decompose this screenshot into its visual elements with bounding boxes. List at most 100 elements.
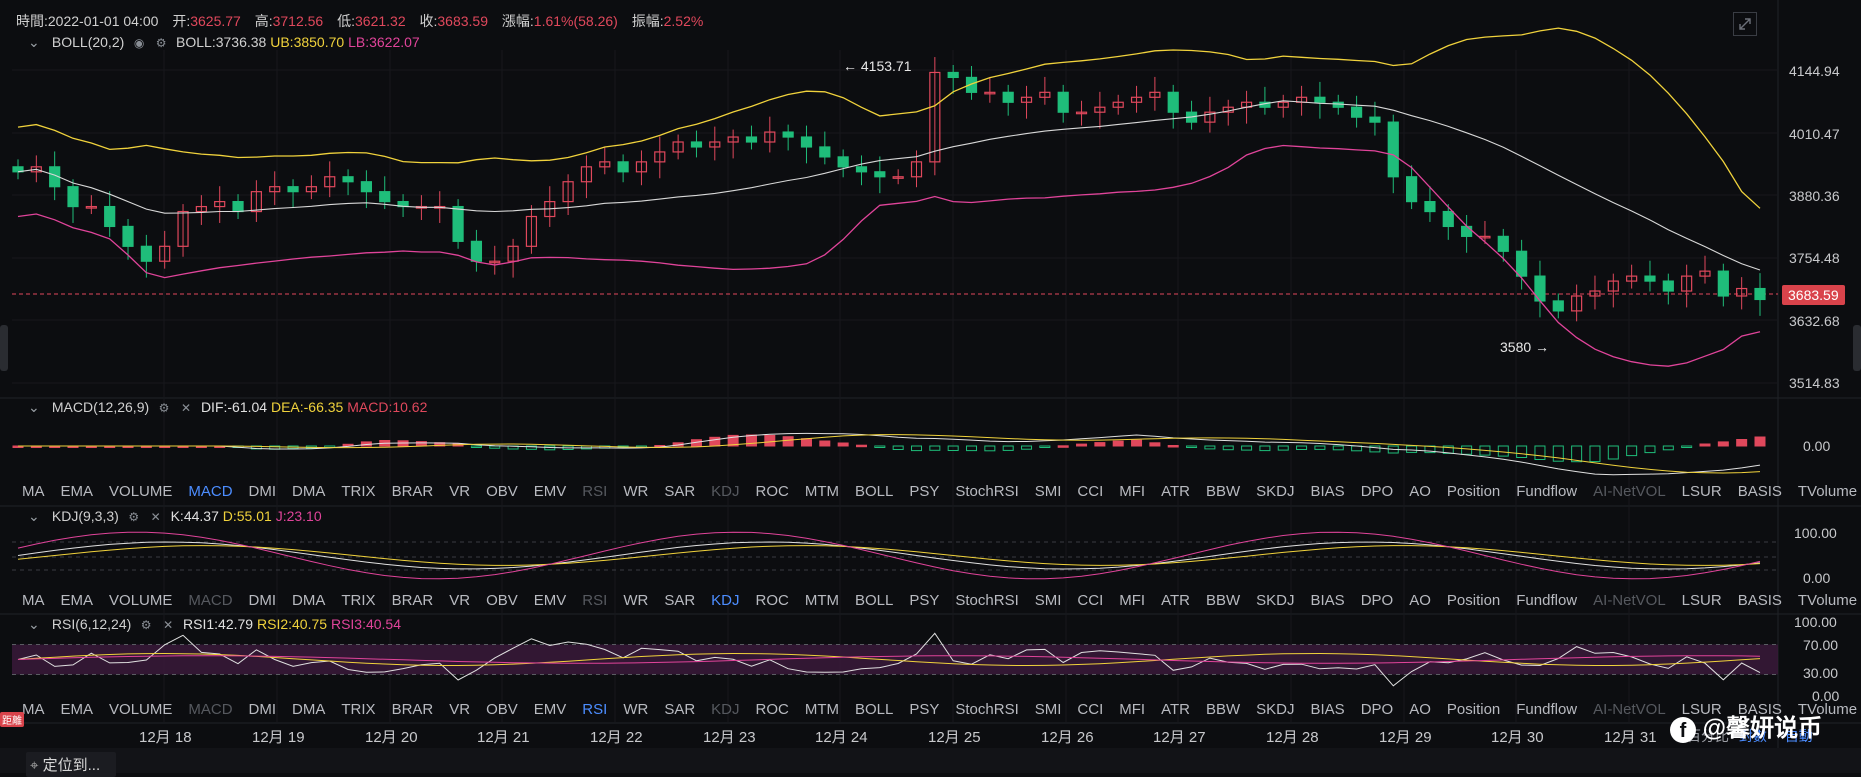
indicator-tab[interactable]: Fundflow [1516,592,1578,609]
indicator-tab[interactable]: VOLUME [109,592,173,609]
indicator-tab[interactable]: BASIS [1737,701,1782,718]
indicator-tab[interactable]: EMV [533,701,567,718]
indicator-tab[interactable]: SAR [664,701,696,718]
indicator-tab[interactable]: EMA [60,592,94,609]
indicator-tab[interactable]: SMI [1034,592,1062,609]
indicator-tab[interactable]: KDJ [711,483,740,500]
indicator-tab[interactable]: VOLUME [109,701,173,718]
indicator-tab[interactable]: VR [449,483,471,500]
indicator-tab[interactable]: MACD [188,592,233,609]
indicator-tab[interactable]: MFI [1119,701,1146,718]
indicator-tab[interactable]: PSY [909,592,940,609]
indicator-tab[interactable]: TRIX [341,483,376,500]
indicator-tab[interactable]: Fundflow [1516,701,1578,718]
indicator-tab[interactable]: BASIS [1737,592,1782,609]
indicator-tab[interactable]: VR [449,701,471,718]
indicator-tab[interactable]: DPO [1360,592,1394,609]
settings-icon[interactable]: ⚙ [155,36,167,51]
indicator-tab[interactable]: EMV [533,592,567,609]
indicator-tab[interactable]: LSUR [1681,701,1722,718]
indicator-tab[interactable]: BBW [1205,483,1241,500]
indicator-tab[interactable]: ROC [755,592,789,609]
indicator-tab[interactable]: TVolume [1797,592,1858,609]
indicator-tab[interactable]: SAR [664,483,696,500]
locate-button[interactable]: ⌖ 定位到... [26,752,117,777]
indicator-tab[interactable]: MACD [188,483,233,500]
indicator-tab[interactable]: MFI [1119,483,1146,500]
indicator-tab[interactable]: ATR [1161,701,1190,718]
indicator-tab[interactable]: BBW [1205,701,1241,718]
indicator-tab[interactable]: TRIX [341,701,376,718]
indicator-tab[interactable]: BIAS [1310,592,1345,609]
indicator-tab[interactable]: OBV [486,483,518,500]
indicator-tab[interactable]: Position [1446,701,1501,718]
indicator-tab[interactable]: CCI [1077,483,1104,500]
indicator-tab[interactable]: ATR [1161,483,1190,500]
indicator-tab[interactable]: AO [1409,592,1431,609]
indicator-tab[interactable]: BOLL [855,483,894,500]
indicator-tab[interactable]: AO [1409,701,1431,718]
indicator-tab[interactable]: StochRSI [955,483,1019,500]
indicator-tab[interactable]: BIAS [1310,483,1345,500]
indicator-tab[interactable]: WR [623,483,649,500]
indicator-tab[interactable]: RSI [582,701,608,718]
indicator-tab[interactable]: RSI [582,483,608,500]
right-drawer-handle[interactable] [1853,325,1861,371]
indicator-tab[interactable]: EMA [60,701,94,718]
indicator-tab[interactable]: DMI [248,483,277,500]
indicator-tab[interactable]: VOLUME [109,483,173,500]
indicator-tab[interactable]: StochRSI [955,592,1019,609]
indicator-tab[interactable]: BOLL [855,701,894,718]
indicator-tab[interactable]: DMI [248,592,277,609]
indicator-tab[interactable]: BIAS [1310,701,1345,718]
indicator-tab[interactable]: ROC [755,701,789,718]
indicator-tab[interactable]: BOLL [855,592,894,609]
indicator-tab[interactable]: SMI [1034,483,1062,500]
indicator-tab[interactable]: BRAR [391,592,434,609]
collapse-chevron-icon[interactable]: ⌄ [28,34,40,50]
collapse-chevron-icon[interactable]: ⌄ [28,399,40,415]
indicator-tab[interactable]: DMA [292,483,326,500]
indicator-tab[interactable]: MA [22,592,45,609]
indicator-tab[interactable]: AI-NetVOL [1593,701,1666,718]
settings-icon[interactable]: ⚙ [128,510,140,525]
indicator-tab[interactable]: EMA [60,483,94,500]
indicator-tab[interactable]: ATR [1161,592,1190,609]
indicator-tab[interactable]: DPO [1360,483,1394,500]
indicator-tab[interactable]: Fundflow [1516,483,1578,500]
collapse-chevron-icon[interactable]: ⌄ [28,616,40,632]
indicator-tab[interactable]: OBV [486,592,518,609]
indicator-tab[interactable]: CCI [1077,592,1104,609]
indicator-tab[interactable]: VR [449,592,471,609]
indicator-tab[interactable]: EMV [533,483,567,500]
indicator-tab[interactable]: SMI [1034,701,1062,718]
indicator-tab[interactable]: Position [1446,483,1501,500]
indicator-tab[interactable]: DPO [1360,701,1394,718]
indicator-tab[interactable]: BRAR [391,701,434,718]
indicator-tab[interactable]: WR [623,592,649,609]
indicator-tab[interactable]: MFI [1119,592,1146,609]
indicator-tab[interactable]: BASIS [1737,483,1782,500]
indicator-tab[interactable]: MACD [188,701,233,718]
percent-scale-toggle[interactable]: 百分比 [1687,728,1729,744]
fullscreen-icon[interactable] [1733,12,1757,36]
indicator-tab[interactable]: MTM [804,483,839,500]
indicator-tab[interactable]: ROC [755,483,789,500]
indicator-tab[interactable]: DMI [248,701,277,718]
indicator-tab[interactable]: SKDJ [1256,483,1295,500]
close-icon[interactable]: ✕ [163,618,174,633]
indicator-tab[interactable]: BRAR [391,483,434,500]
close-icon[interactable]: ✕ [150,510,161,525]
indicator-tab[interactable]: Position [1446,592,1501,609]
log-scale-toggle[interactable]: 對數 [1738,728,1767,744]
indicator-tab[interactable]: WR [623,701,649,718]
indicator-tab[interactable]: CCI [1077,701,1104,718]
settings-icon[interactable]: ⚙ [140,618,152,633]
indicator-tab[interactable]: DMA [292,701,326,718]
indicator-tab[interactable]: TVolume [1797,701,1858,718]
indicator-tab[interactable]: RSI [582,592,608,609]
indicator-tab[interactable]: AI-NetVOL [1593,483,1666,500]
indicator-tab[interactable]: SAR [664,592,696,609]
indicator-tab[interactable]: StochRSI [955,701,1019,718]
left-drawer-handle[interactable] [0,325,8,371]
